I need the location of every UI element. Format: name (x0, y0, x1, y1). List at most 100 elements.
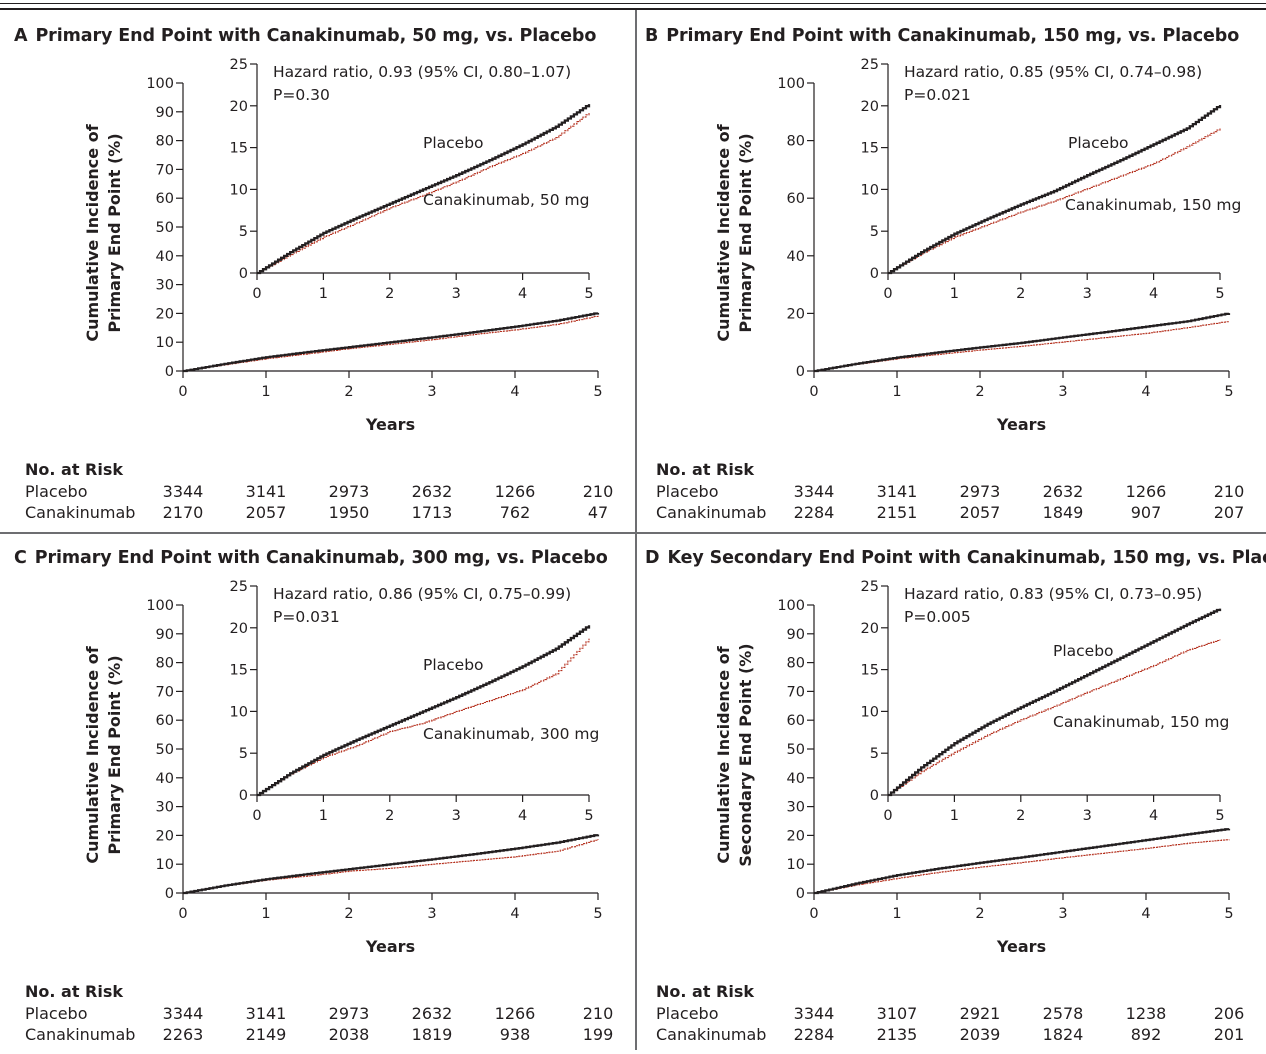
main-y-tick-label: 60 (787, 713, 805, 729)
inset-x-tick-label: 4 (1149, 808, 1158, 824)
risk-table: No. at Risk Placebo 3344 3141 2973 2632 … (25, 982, 625, 1046)
main-x-tick-label: 3 (1058, 384, 1067, 400)
main-y-tick-label: 70 (787, 684, 805, 700)
risk-value: 938 (499, 1025, 531, 1044)
risk-value: 47 (587, 503, 609, 522)
main-x-tick-label: 1 (892, 906, 901, 922)
inset-y-tick-label: 20 (861, 99, 879, 115)
main-y-tick-label: 90 (156, 627, 174, 643)
risk-value: 2284 (793, 503, 835, 522)
inset-series-canakinumab (257, 638, 590, 796)
risk-row-placebo: Placebo 3344 3141 2973 2632 1266 210 (656, 482, 1256, 503)
panel-title: C Primary End Point with Canakinumab, 300… (14, 548, 608, 568)
inset-y-tick-label: 5 (870, 224, 879, 240)
main-y-tick-label: 100 (777, 598, 805, 614)
risk-value: 210 (582, 1004, 614, 1023)
inset-x-tick-label: 5 (584, 808, 593, 824)
inset-x-tick-label: 5 (1215, 286, 1224, 302)
main-y-tick-label: 90 (787, 627, 805, 643)
risk-value: 3141 (245, 1004, 287, 1023)
panel-title-text: Primary End Point with Canakinumab, 150 … (666, 26, 1240, 46)
top-rule (0, 3, 1266, 4)
main-y-tick-label: 50 (156, 220, 174, 236)
main-x-tick-label: 5 (593, 384, 602, 400)
series-label-placebo: Placebo (1053, 642, 1114, 660)
panel-d: D Key Secondary End Point with Canakinuma… (631, 534, 1266, 1054)
main-series-placebo (183, 312, 600, 373)
main-series-placebo (183, 834, 600, 895)
inset-series-canakinumab (257, 112, 590, 274)
main-x-tick-label: 1 (892, 384, 901, 400)
main-y-tick-label: 0 (796, 886, 805, 902)
inset-y-tick-label: 15 (230, 663, 248, 679)
risk-row-label: Placebo (25, 482, 88, 501)
inset-x-tick-label: 5 (584, 286, 593, 302)
risk-value: 207 (1213, 503, 1245, 522)
main-y-tick-label: 0 (165, 364, 174, 380)
risk-value: 1824 (1042, 1025, 1084, 1044)
main-y-tick-label: 60 (156, 191, 174, 207)
hazard-ratio-text: Hazard ratio, 0.83 (95% CI, 0.73–0.95) (904, 585, 1202, 603)
risk-value: 2921 (959, 1004, 1001, 1023)
series-label-canakinumab: Canakinumab, 150 mg (1065, 196, 1241, 214)
risk-value: 3107 (876, 1004, 918, 1023)
panel-letter: B (645, 26, 659, 46)
main-x-tick-label: 2 (344, 906, 353, 922)
main-x-tick-label: 4 (510, 906, 519, 922)
main-x-tick-label: 0 (809, 906, 818, 922)
panel-title-text: Key Secondary End Point with Canakinumab… (667, 548, 1266, 568)
risk-value: 2973 (328, 1004, 370, 1023)
risk-value: 2135 (876, 1025, 918, 1044)
risk-row-placebo: Placebo 3344 3107 2921 2578 1238 206 (656, 1004, 1256, 1025)
main-y-tick-label: 100 (777, 76, 805, 92)
risk-value: 2632 (1042, 482, 1084, 501)
x-axis-title: Years (996, 415, 1046, 434)
inset-x-tick-label: 3 (1083, 286, 1092, 302)
main-series-canakinumab (183, 839, 599, 894)
risk-value: 210 (1213, 482, 1245, 501)
panel-a: A Primary End Point with Canakinumab, 50 … (0, 12, 633, 532)
risk-value: 3344 (793, 482, 835, 501)
risk-row-canakinumab: Canakinumab 2263 2149 2038 1819 938 199 (25, 1025, 625, 1046)
main-y-tick-label: 60 (787, 191, 805, 207)
inset-x-tick-label: 5 (1215, 808, 1224, 824)
main-y-tick-label: 30 (156, 278, 174, 294)
risk-value: 907 (1130, 503, 1162, 522)
inset-y-tick-label: 20 (861, 621, 879, 637)
y-axis-title-line-1: Cumulative Incidence of (714, 645, 733, 863)
risk-value: 210 (582, 482, 614, 501)
risk-value: 2973 (959, 482, 1001, 501)
p-value-text: P=0.005 (904, 608, 971, 626)
risk-row-canakinumab: Canakinumab 2284 2151 2057 1849 907 207 (656, 503, 1256, 524)
inset-y-tick-label: 0 (239, 788, 248, 804)
main-y-tick-label: 80 (787, 656, 805, 672)
y-axis-title-line-1: Cumulative Incidence of (83, 123, 102, 341)
risk-table: No. at Risk Placebo 3344 3141 2973 2632 … (25, 460, 625, 524)
main-y-tick-label: 80 (156, 134, 174, 150)
panel-letter: C (14, 548, 27, 568)
inset-y-tick-label: 5 (239, 746, 248, 762)
risk-value: 2578 (1042, 1004, 1084, 1023)
risk-value: 1849 (1042, 503, 1084, 522)
inset-x-tick-label: 1 (319, 286, 328, 302)
main-x-tick-label: 0 (178, 384, 187, 400)
inset-x-tick-label: 0 (252, 286, 261, 302)
inset-y-tick-label: 5 (239, 224, 248, 240)
inset-y-tick-label: 15 (861, 141, 879, 157)
risk-value: 2284 (793, 1025, 835, 1044)
main-series-canakinumab (814, 321, 1230, 372)
inset-x-tick-label: 0 (883, 808, 892, 824)
risk-row-label: Placebo (25, 1004, 88, 1023)
risk-row-label: Canakinumab (656, 1025, 767, 1044)
risk-value: 206 (1213, 1004, 1245, 1023)
risk-value: 1819 (411, 1025, 453, 1044)
series-label-canakinumab: Canakinumab, 50 mg (423, 191, 589, 209)
inset-plot: 0 5 10 15 20 25 0 1 2 3 4 5 Hazard ratio, 0.85 (95% … (861, 57, 1242, 302)
risk-value: 1713 (411, 503, 453, 522)
risk-table-title: No. at Risk (25, 982, 124, 1001)
x-axis-title: Years (996, 937, 1046, 956)
risk-table-title: No. at Risk (656, 460, 755, 479)
p-value-text: P=0.031 (273, 608, 340, 626)
